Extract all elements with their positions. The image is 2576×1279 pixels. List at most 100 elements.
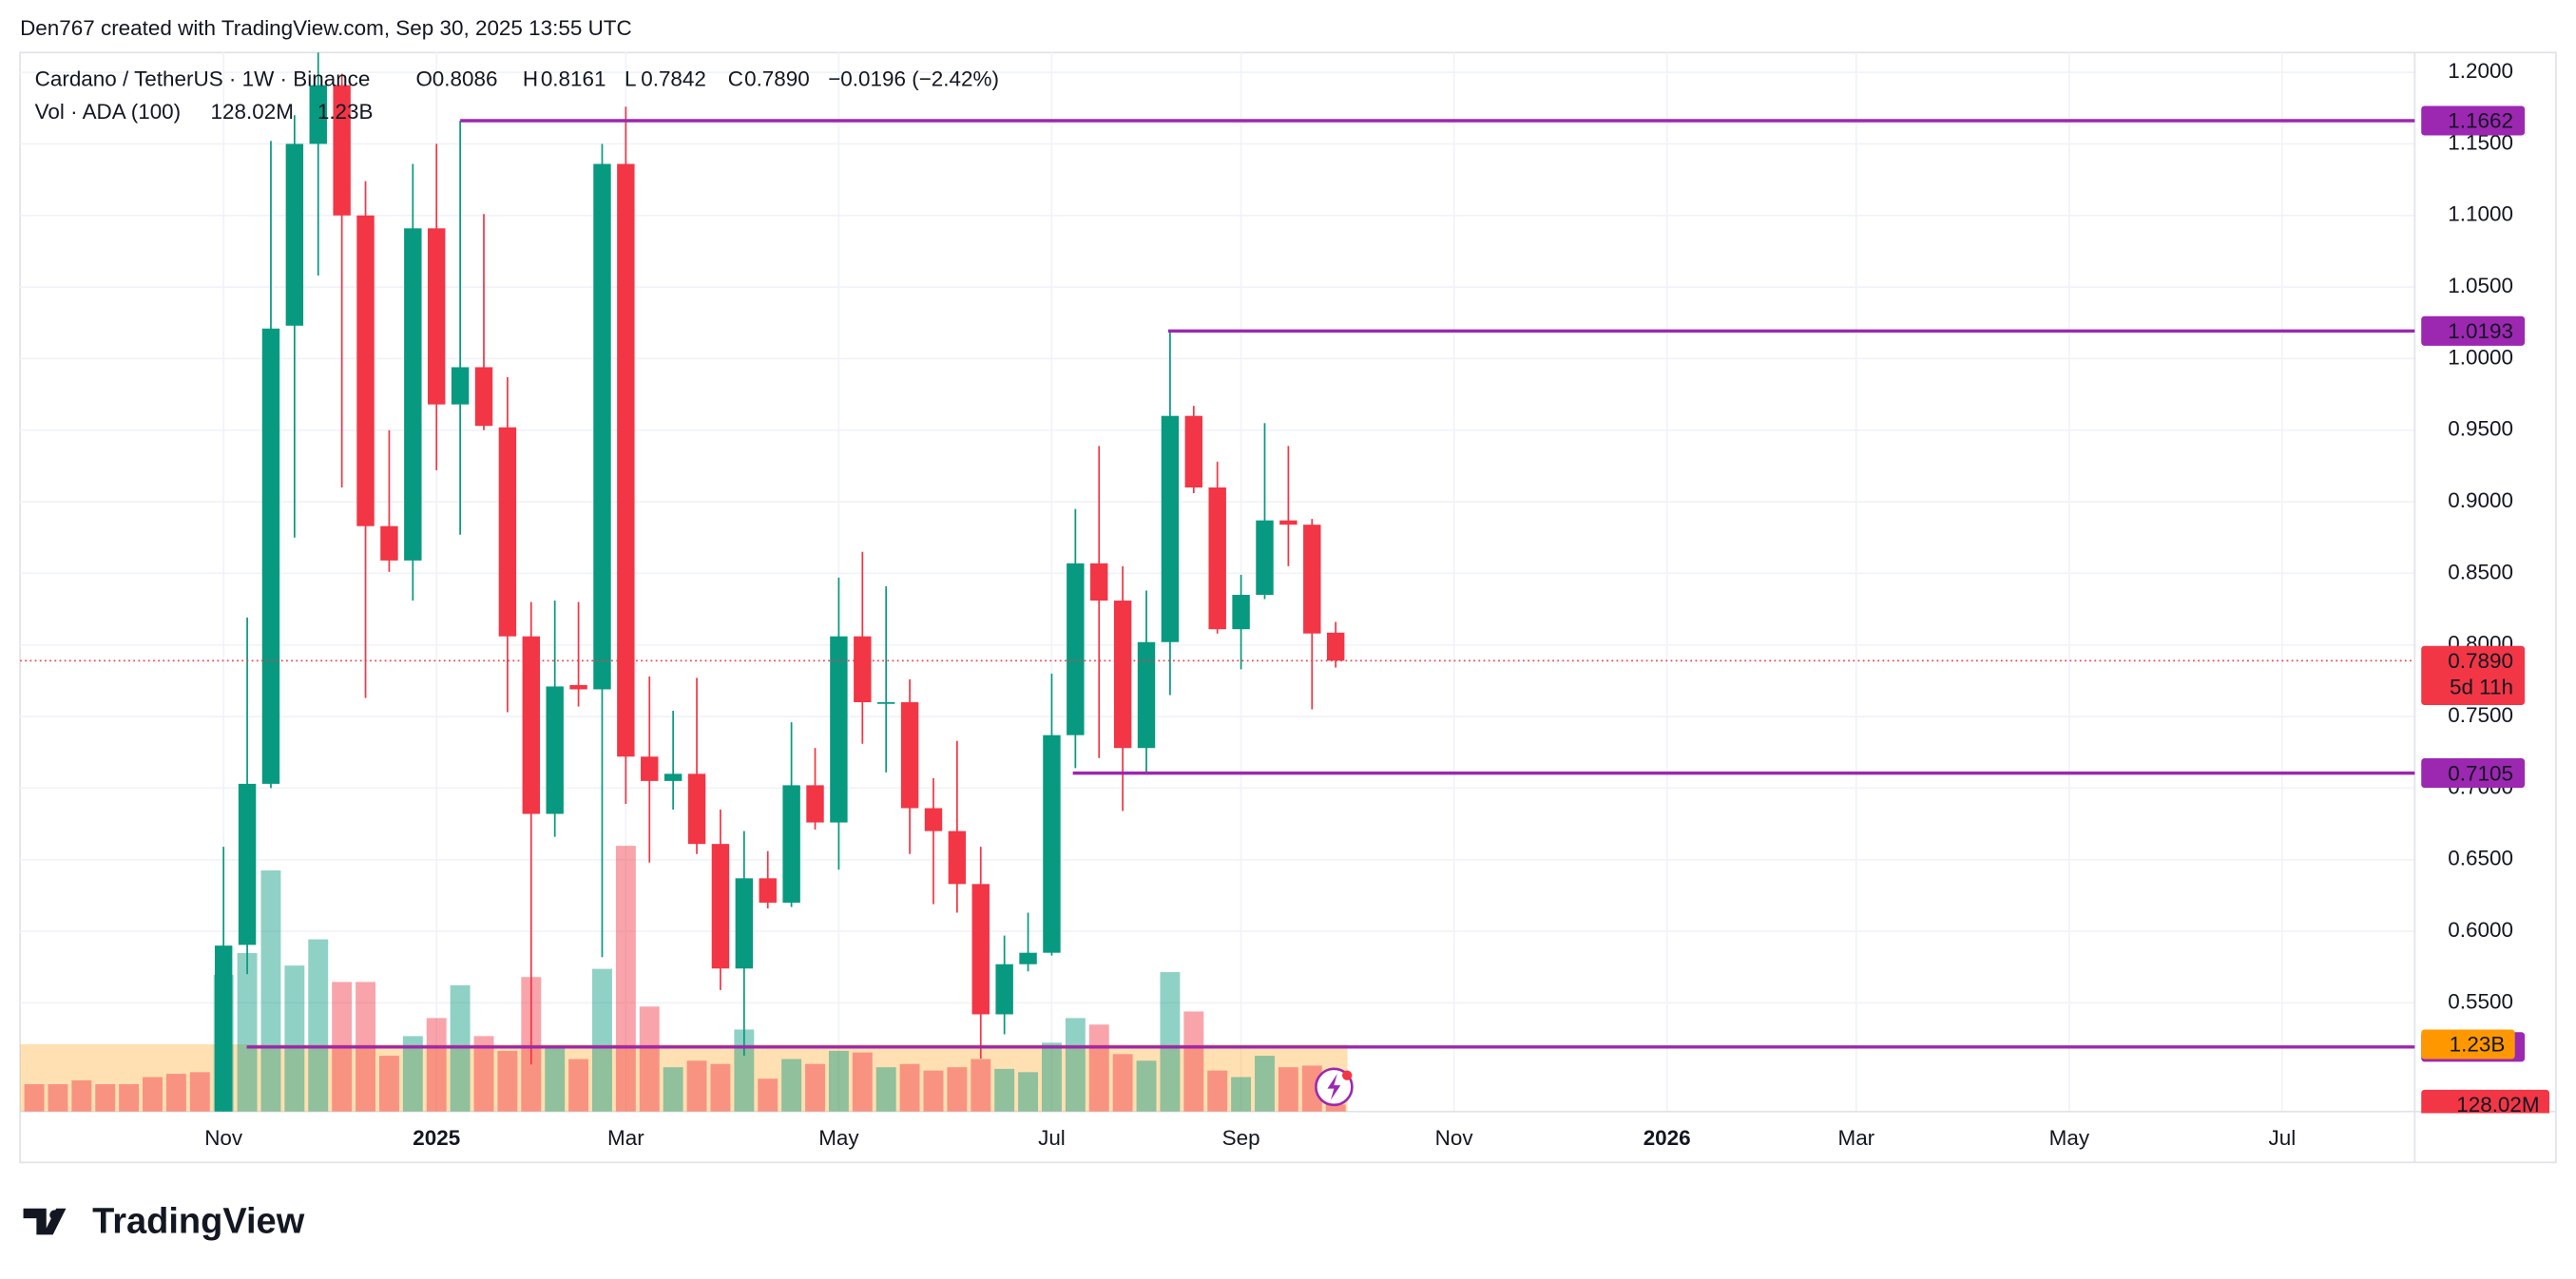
volume-bar [260,870,281,1112]
volume-bar [1183,1011,1204,1112]
candle-body [474,367,493,427]
level-label: 1.1662 [2448,109,2513,133]
volume-bar [923,1070,944,1112]
candle-body [1067,563,1085,735]
candle-body [641,756,659,781]
candle-body [380,525,398,561]
candle-body [1161,415,1180,642]
candle-body [759,878,777,903]
x-tick-label: May [2049,1126,2090,1150]
volume-bar [663,1067,683,1112]
volume-bar [899,1063,920,1112]
countdown-label: 5d 11h [2450,676,2513,699]
volume-bar [165,1074,186,1112]
logo-text: TradingView [92,1201,305,1241]
plot-area [20,52,2415,1112]
volume-bar [710,1063,731,1112]
candle-body [261,328,280,784]
x-tick-label: Mar [1837,1126,1874,1150]
volume-bar [947,1067,968,1112]
volume-bar [1255,1056,1275,1112]
volume-bar [758,1079,779,1112]
level-badge [2421,105,2526,136]
overlay: 1.20001.15001.10001.05001.00000.95000.90… [35,59,2555,1161]
volume-badge [2421,1089,2549,1119]
alert-icon [1315,1067,1354,1107]
volume-bar [378,1056,399,1112]
volume-ma-area [20,1043,1348,1112]
attribution: Den767 created with TradingView.com, Sep… [20,16,632,40]
candle-body [782,785,800,903]
x-tick-label: Nov [1435,1126,1474,1150]
candle-body [214,945,233,1112]
volume-bar [1041,1042,1062,1112]
candle-body [876,702,895,704]
volume-bar [686,1060,707,1112]
level-label: 1.0193 [2448,319,2513,343]
legend-high: 0.8161 [541,67,606,91]
legend-open: 0.8086 [433,67,498,91]
x-tick-label: Sep [1222,1126,1260,1150]
candle-body [1113,601,1132,749]
candle-body [1326,632,1345,661]
volume-bar [781,1059,802,1112]
candle-body [569,684,587,690]
legend-c: C [728,67,743,91]
volume-label: 128.02M [2456,1093,2539,1117]
y-tick-label: 1.2000 [2448,59,2513,83]
candle-body [924,808,943,831]
volume-bar [1136,1060,1157,1112]
price-badge [2421,645,2526,705]
alert-dot [1342,1070,1353,1080]
volume-bar [1207,1070,1228,1112]
legend-change: −0.0196 (−2.42%) [828,67,999,91]
candle-body [1256,520,1274,596]
candle-body [1184,415,1203,488]
x-tick-label: Nov [204,1126,243,1150]
y-tick-label: 0.9000 [2448,488,2513,512]
x-tick-label: 2026 [1644,1126,1691,1150]
volume-bar [1160,972,1181,1112]
logo: TradingView [23,1201,305,1241]
y-tick-label: 0.6500 [2448,847,2513,870]
volume-legend-value: 128.02M [211,100,294,124]
candle-body [238,783,257,945]
x-tick-label: Mar [607,1126,644,1150]
candle-body [854,636,872,703]
alert-bolt [1327,1074,1341,1100]
volume-bar [48,1083,68,1112]
axis-cover [2416,1113,2555,1161]
volume-ma-badge [2421,1029,2515,1059]
y-tick-label: 1.0500 [2448,274,2513,297]
candle-body [711,844,730,969]
volume-bar [1301,1065,1322,1112]
candle-body [285,143,304,326]
volume-bar [426,1018,447,1112]
candle-body [546,686,564,814]
x-tick-label: Jul [1038,1126,1066,1150]
candle-body [735,878,754,969]
candle-body [948,830,967,885]
legend-o: O [416,67,433,91]
candle-body [995,964,1013,1015]
candle-body [498,427,517,637]
y-tick-label: 0.7500 [2448,703,2513,727]
volume-bar [71,1079,92,1112]
volume-legend-name: Vol · ADA (100) [35,100,182,124]
candle-body [806,785,824,823]
volume-bar [1231,1077,1252,1112]
volume-bar [402,1036,423,1112]
y-tick-label: 1.0000 [2448,345,2513,369]
chart-frame [19,51,2557,1164]
volume-bar [1065,1018,1086,1112]
candle-body [428,228,446,405]
legend-h: H [523,67,538,91]
volume-bar [592,968,612,1112]
volume-bar [971,1059,991,1112]
level-badge [2421,758,2526,789]
volume-bar [1088,1024,1109,1112]
candle-body [1208,487,1226,630]
volume-bar [1325,1104,1346,1112]
